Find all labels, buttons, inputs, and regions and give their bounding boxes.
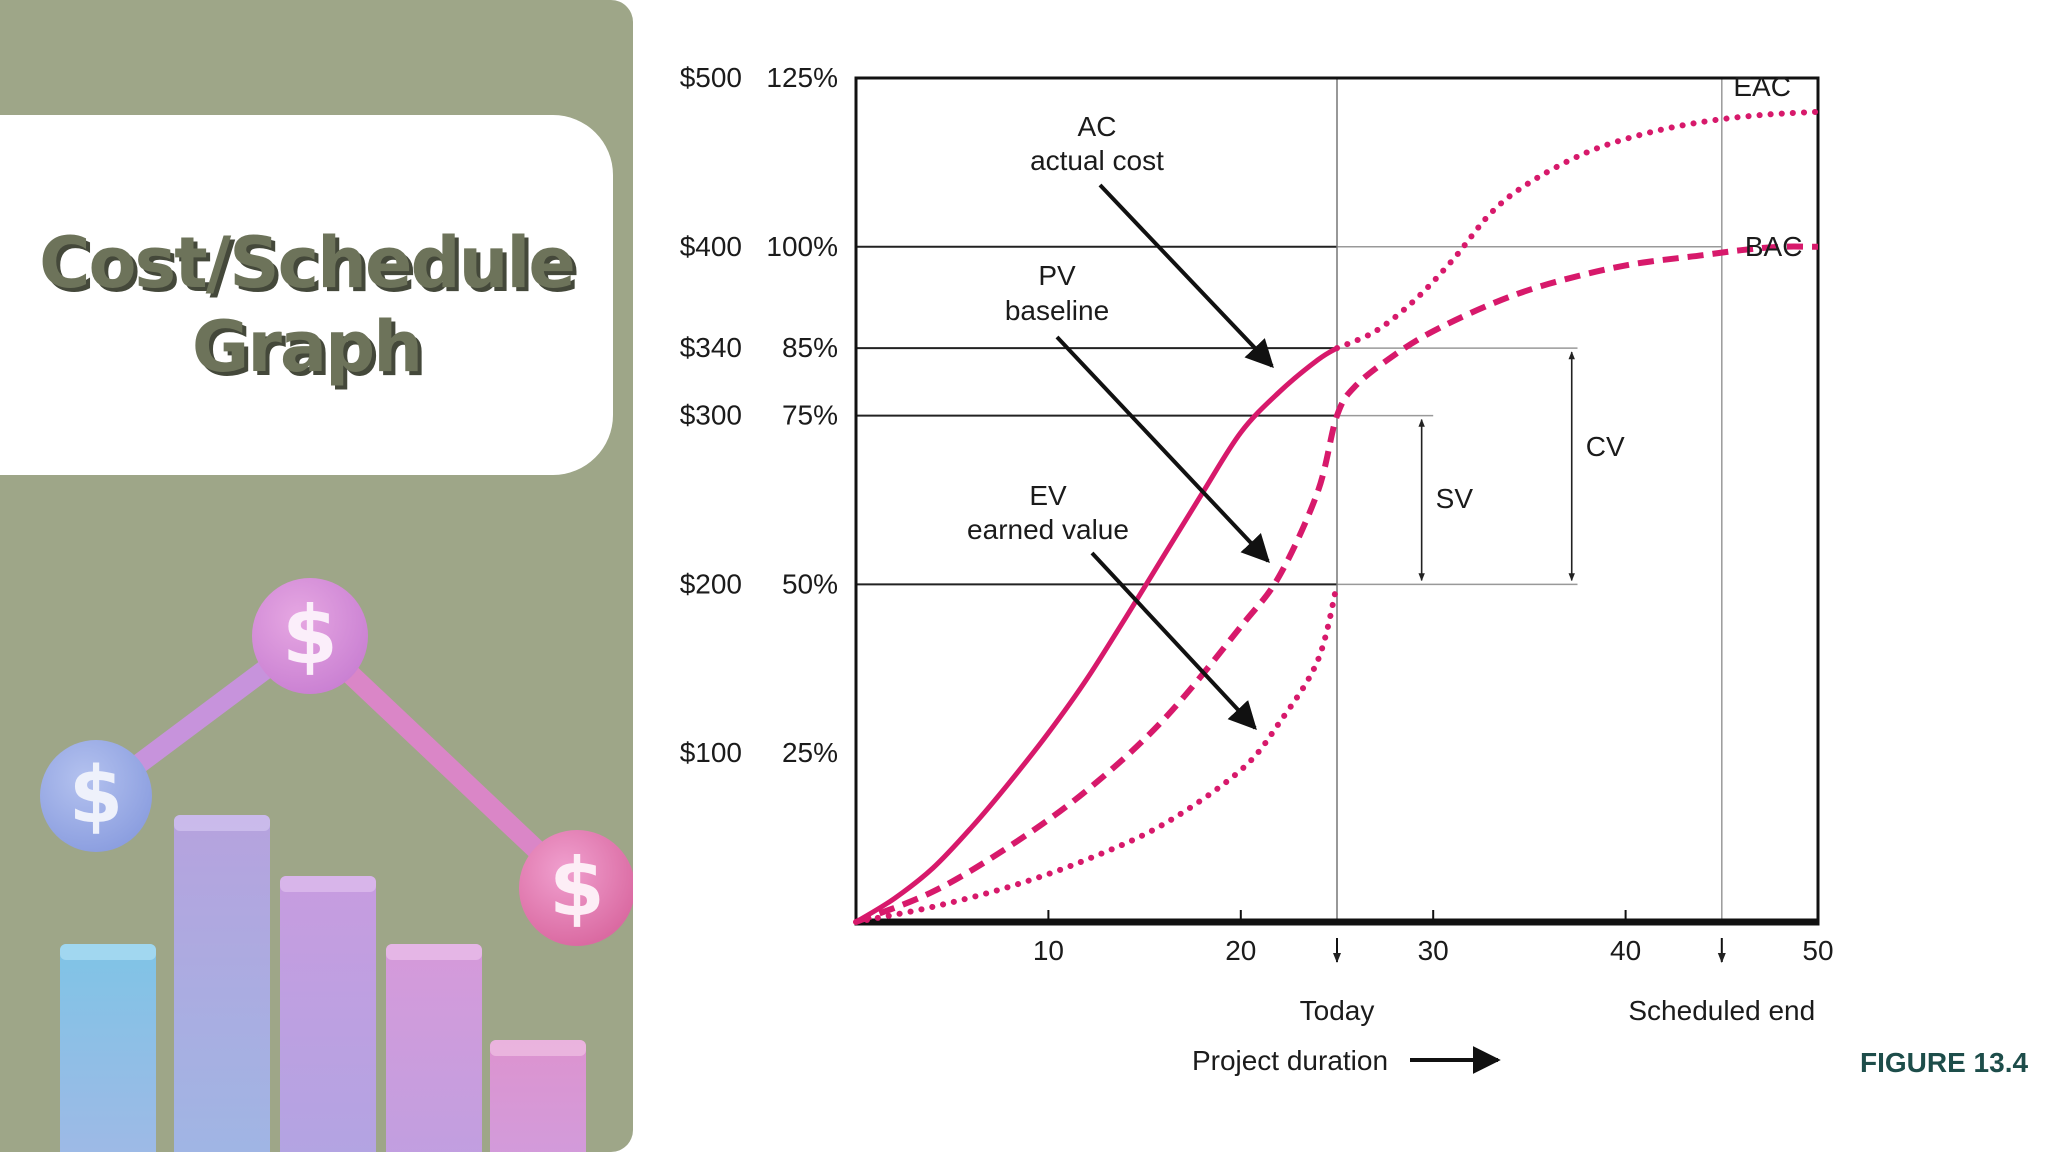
illustration-bar [60, 944, 156, 960]
ev-pointer-arrow [1090, 551, 1257, 731]
illustration-bar [280, 876, 376, 892]
y-tick-percent: 75% [782, 400, 838, 431]
series-ev-line [853, 581, 1340, 925]
series-eac-line [1334, 108, 1821, 352]
scheduled-end-label: Scheduled end [1628, 995, 1815, 1026]
sv-label: SV [1436, 483, 1474, 514]
pv-label: PV [1038, 260, 1076, 291]
illustration-bar [386, 944, 482, 960]
y-tick-dollar: $400 [680, 231, 742, 262]
today-label: Today [1300, 995, 1375, 1026]
series-pv-line [854, 243, 1819, 925]
y-tick-percent: 100% [766, 231, 838, 262]
illustration-coin [519, 830, 633, 946]
slide-title-line2: Graph [191, 306, 423, 388]
illustration-coin-symbol: $ [282, 589, 338, 682]
ac-description: actual cost [1030, 145, 1164, 176]
series-ac-line [853, 345, 1340, 925]
pv-description: baseline [1005, 295, 1109, 326]
bac-label: BAC [1745, 231, 1803, 262]
y-tick-percent: 125% [766, 62, 838, 93]
illustration-connector [300, 626, 587, 898]
title-card [0, 115, 613, 475]
ac-label: AC [1078, 111, 1117, 142]
ev-label: EV [1029, 480, 1067, 511]
left-panel: $ $ $ [0, 0, 633, 1152]
illustration-coin-symbol: $ [69, 751, 123, 841]
pv-pointer-arrow [1055, 335, 1270, 564]
illustration-bar [174, 815, 270, 1152]
cost-schedule-chart: $100 25% $200 50% $300 75% $340 85% $400 100% $500… [680, 62, 1834, 1076]
illustration-bar [280, 876, 376, 1152]
ev-description: earned value [967, 514, 1129, 545]
slide-title-line1: Cost/Schedule [39, 222, 576, 304]
x-tick-label: 10 [1033, 935, 1064, 966]
x-tick-label: 20 [1225, 935, 1256, 966]
illustration-coin-symbol: $ [549, 841, 605, 934]
illustration-bar [386, 944, 482, 1152]
x-tick-label: 40 [1610, 935, 1641, 966]
illustration-bar [60, 944, 156, 1152]
eac-label: EAC [1733, 71, 1791, 102]
y-tick-dollar: $100 [680, 737, 742, 768]
y-tick-percent: 85% [782, 332, 838, 363]
y-tick-dollar: $300 [680, 400, 742, 431]
ac-pointer-arrow [1098, 183, 1274, 369]
cv-label: CV [1586, 431, 1625, 462]
illustration-coin [252, 578, 368, 694]
illustration-bar [490, 1040, 586, 1056]
illustration-coin [40, 740, 152, 852]
y-tick-dollar: $500 [680, 62, 742, 93]
y-tick-percent: 50% [782, 568, 838, 599]
x-tick-label: 30 [1418, 935, 1449, 966]
y-tick-percent: 25% [782, 737, 838, 768]
y-tick-dollar: $340 [680, 332, 742, 363]
illustration-bar [174, 815, 270, 831]
illustration-bar [490, 1040, 586, 1152]
dollar-bar-chart-illustration: $ $ $ [40, 578, 633, 1152]
x-axis-label: Project duration [1192, 1045, 1388, 1076]
x-tick-label: 50 [1802, 935, 1833, 966]
y-tick-dollar: $200 [680, 568, 742, 599]
figure-label: FIGURE 13.4 [1860, 1047, 2029, 1078]
